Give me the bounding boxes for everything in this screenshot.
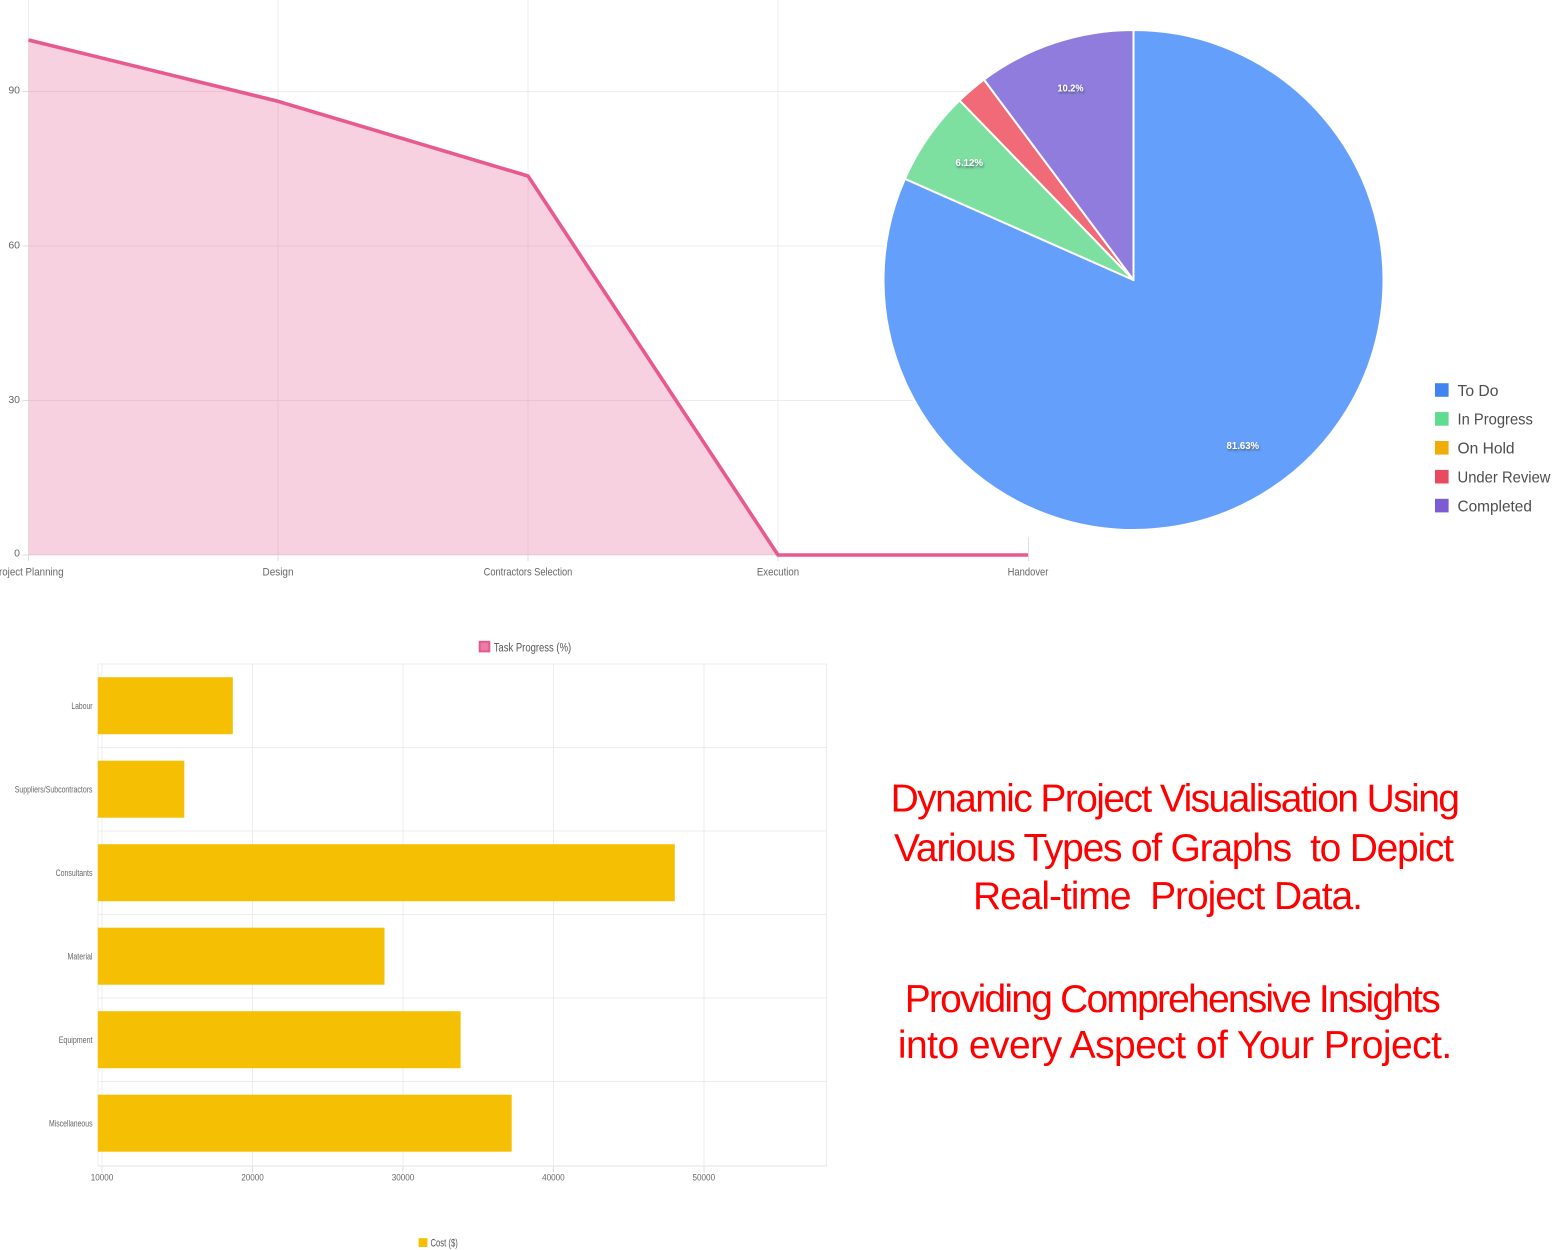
svg-text:Various Types of Graphs to De: Various Types of Graphs to Depict <box>894 827 1454 870</box>
svg-text:Material: Material <box>68 951 93 961</box>
svg-text:6.12%: 6.12% <box>956 157 984 169</box>
svg-text:Completed: Completed <box>1458 498 1532 515</box>
svg-text:In Progress: In Progress <box>1458 412 1533 429</box>
svg-text:On Hold: On Hold <box>1458 441 1515 458</box>
svg-text:Execution: Execution <box>757 567 799 579</box>
svg-text:Dynamic Project Visualisation: Dynamic Project Visualisation Using <box>891 778 1460 821</box>
svg-text:Handover: Handover <box>1008 567 1049 579</box>
svg-text:Contractors Selection: Contractors Selection <box>484 567 573 579</box>
svg-text:Providing Comprehensive Insigh: Providing Comprehensive Insights <box>905 978 1441 1021</box>
svg-text:To Do: To Do <box>1458 383 1499 400</box>
svg-text:81.63%: 81.63% <box>1227 440 1260 452</box>
svg-text:Task Progress (%): Task Progress (%) <box>494 642 572 654</box>
svg-text:20000: 20000 <box>241 1173 264 1184</box>
svg-text:Consultants: Consultants <box>56 868 93 878</box>
svg-text:60: 60 <box>8 239 20 251</box>
svg-text:Equipment: Equipment <box>59 1035 93 1045</box>
svg-text:Labour: Labour <box>71 701 92 711</box>
svg-text:Under Review: Under Review <box>1458 470 1551 487</box>
svg-text:30: 30 <box>8 394 20 406</box>
svg-text:10.2%: 10.2% <box>1058 83 1085 95</box>
svg-text:Project Planning: Project Planning <box>0 567 64 579</box>
svg-text:10000: 10000 <box>91 1173 114 1184</box>
svg-text:Design: Design <box>263 567 294 579</box>
svg-text:50000: 50000 <box>693 1173 716 1184</box>
svg-text:30000: 30000 <box>392 1173 415 1184</box>
svg-text:0: 0 <box>14 547 20 559</box>
svg-text:Real-time Project Data.: Real-time Project Data. <box>973 875 1363 918</box>
svg-text:Cost ($): Cost ($) <box>431 1237 458 1249</box>
svg-text:40000: 40000 <box>542 1173 565 1184</box>
svg-text:90: 90 <box>8 85 20 97</box>
svg-text:Suppliers/Subcontractors: Suppliers/Subcontractors <box>15 784 93 794</box>
svg-text:Miscellaneous: Miscellaneous <box>49 1118 93 1128</box>
svg-text:into every Aspect of Your Proj: into every Aspect of Your Project. <box>898 1024 1452 1067</box>
